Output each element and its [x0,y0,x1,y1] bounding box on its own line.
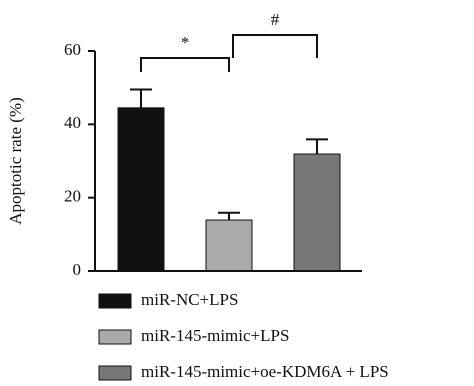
y-tick-label: 40 [64,113,81,132]
bar [117,107,165,272]
bar [293,153,341,272]
legend-swatch [98,365,132,381]
significance-bracket [232,34,318,58]
y-axis-label: Apoptotic rate (%) [6,97,25,224]
legend-swatch [98,329,132,345]
annotation: * [181,33,190,52]
legend-label: miR-145-mimic+LPS [141,326,289,345]
legend-label: miR-NC+LPS [141,290,238,309]
legend-label: miR-145-mimic+oe-KDM6A + LPS [141,362,389,381]
y-tick-label: 0 [73,260,82,279]
annotation: # [271,10,280,29]
y-tick-label: 60 [64,40,81,59]
bar [205,219,253,272]
y-tick-label: 20 [64,187,81,206]
significance-bracket [140,57,230,72]
legend-swatch [98,293,132,309]
